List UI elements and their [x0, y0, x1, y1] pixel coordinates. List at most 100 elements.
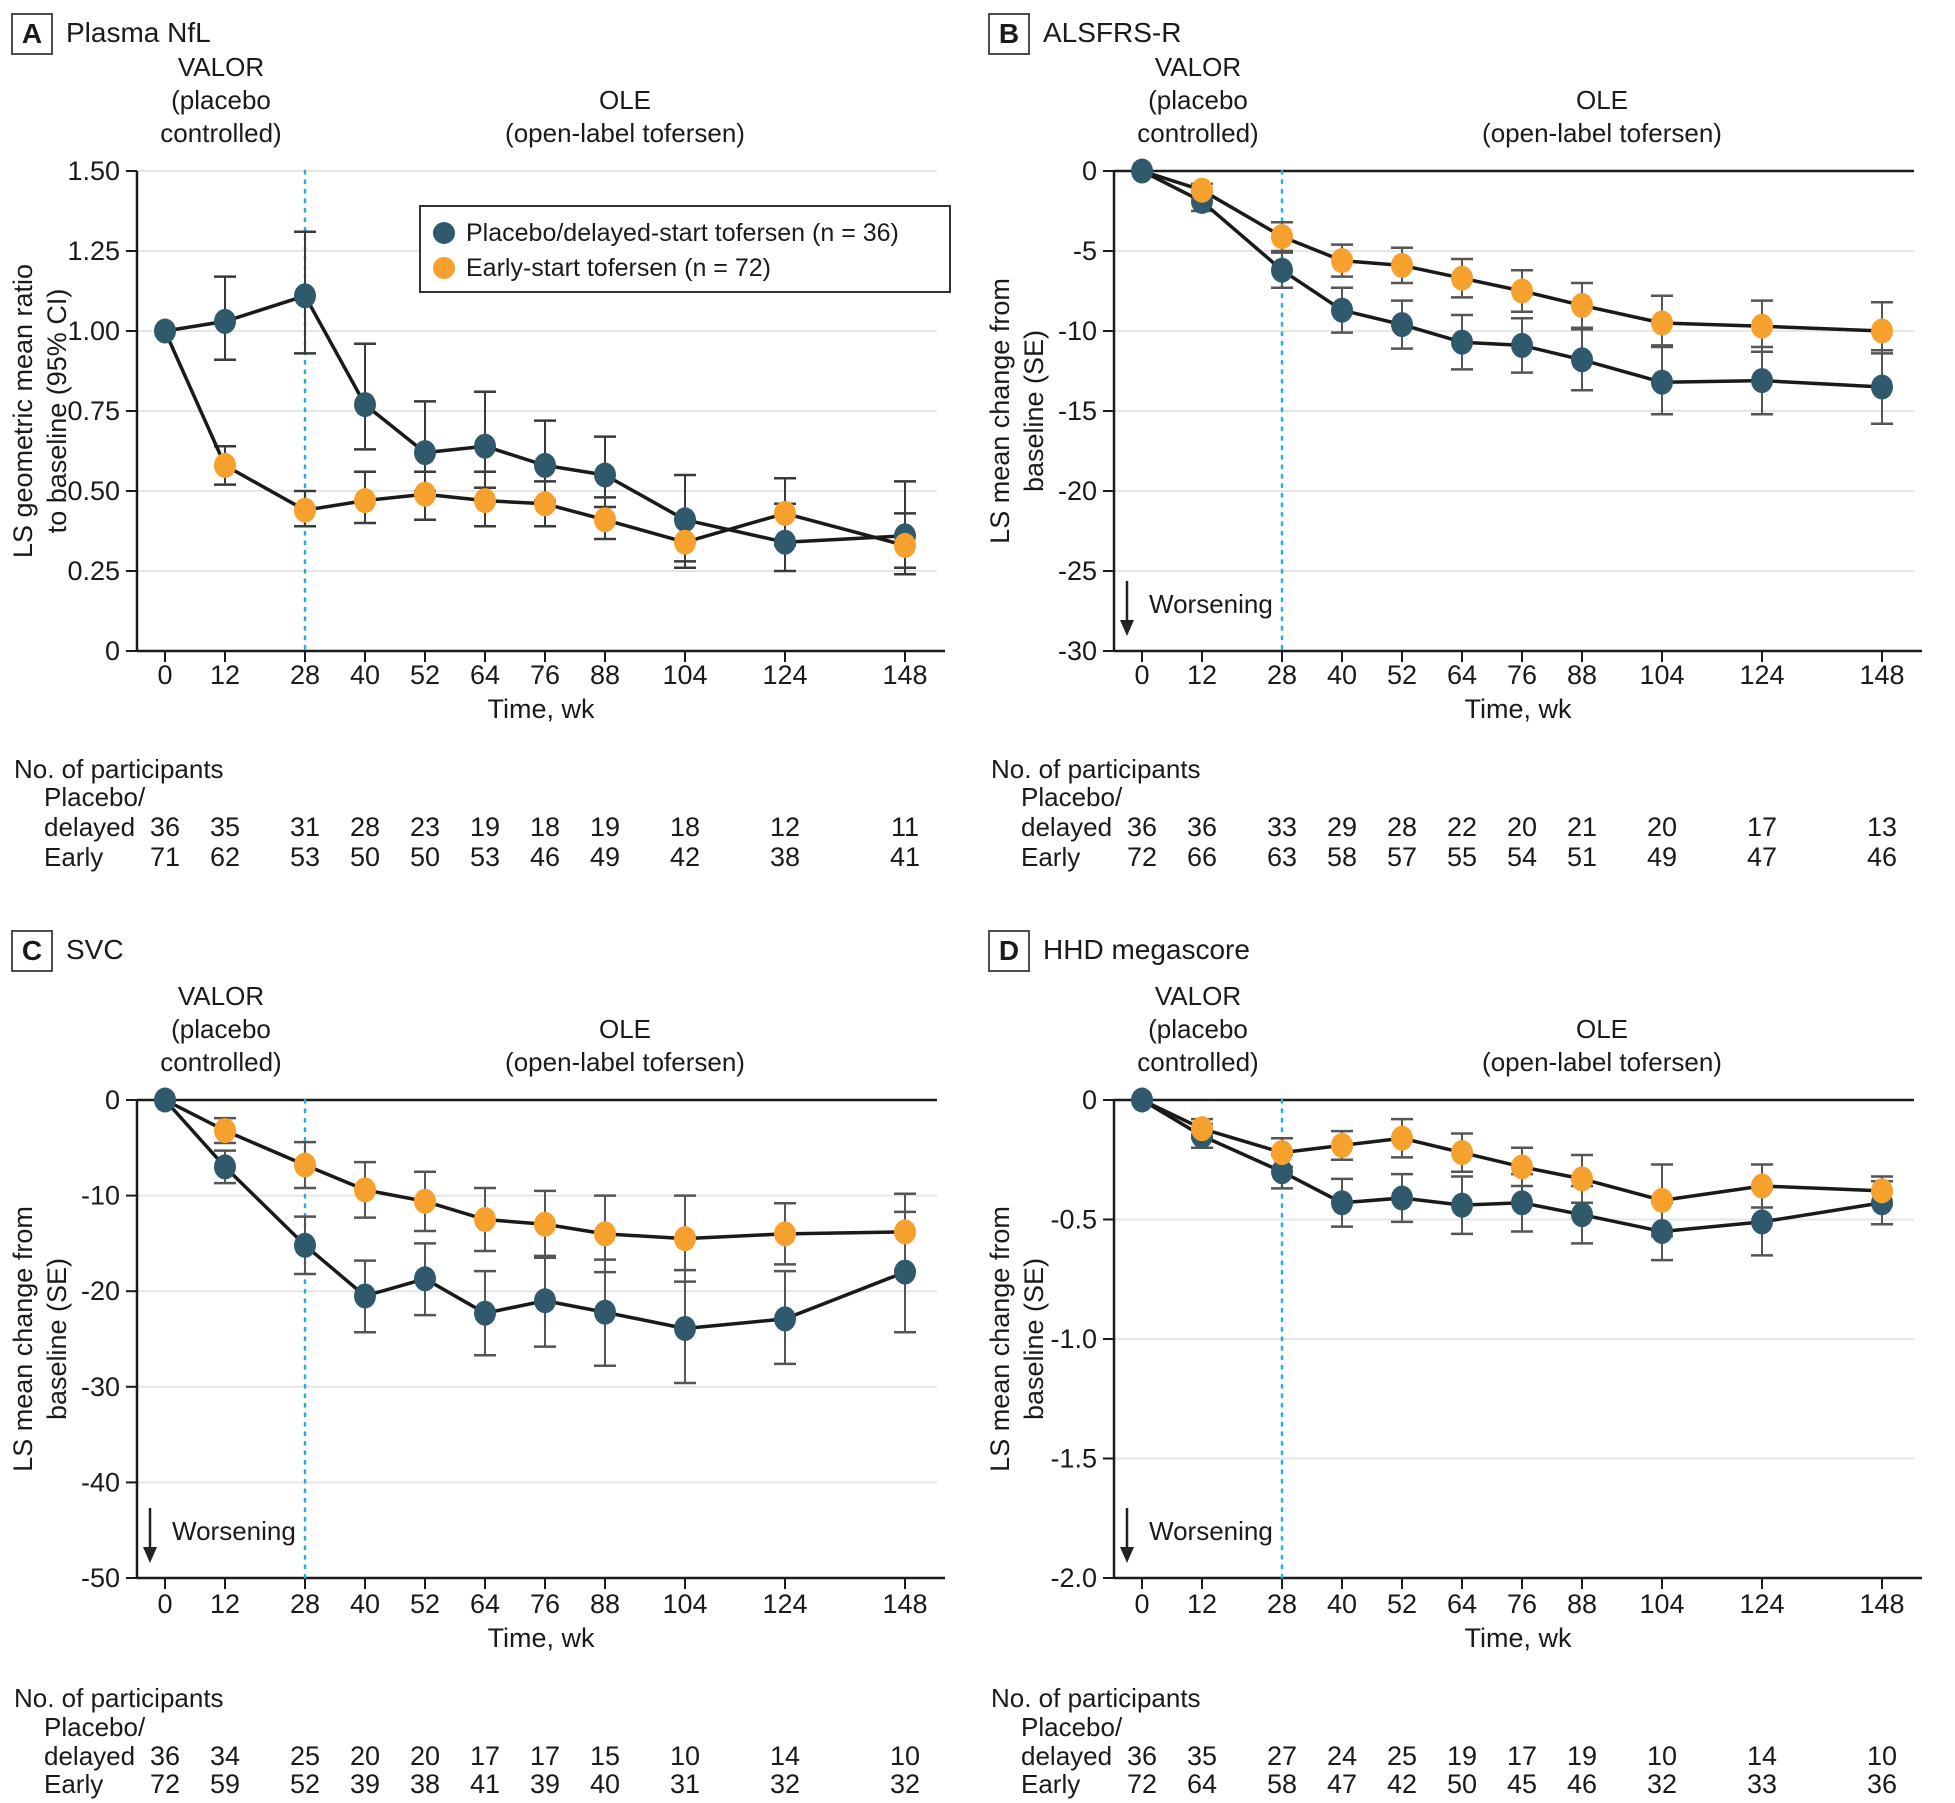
participant-count-early: 46 [1567, 1769, 1597, 1799]
panel-alsfrs-r: B ALSFRS-R VALOR (placebo controlled) OLE (ope… [977, 0, 1955, 902]
participant-count-delayed: 20 [350, 1741, 380, 1771]
y-tick-label: 1.50 [67, 156, 120, 186]
data-marker-placebo_delayed [1271, 257, 1293, 283]
data-marker-placebo_delayed [1571, 1202, 1593, 1228]
participants-row-label: Placebo/ [44, 1712, 146, 1742]
participant-count-delayed: 10 [670, 1741, 700, 1771]
data-marker-placebo_delayed [474, 433, 496, 459]
participant-count-early: 59 [210, 1769, 240, 1799]
x-tick-label: 0 [1134, 1589, 1149, 1619]
data-marker-early [674, 529, 696, 555]
y-axis-title: LS geometric mean ratio [8, 264, 38, 558]
phase-ole-label: (open-label tofersen) [505, 1047, 745, 1077]
participant-count-delayed: 24 [1327, 1741, 1357, 1771]
data-marker-placebo_delayed [1751, 1209, 1773, 1235]
x-tick-label: 0 [157, 1589, 172, 1619]
participant-count-delayed: 28 [1387, 812, 1417, 842]
participant-count-early: 53 [470, 842, 500, 872]
participant-count-delayed: 29 [1327, 812, 1357, 842]
y-axis-title: baseline (SE) [1019, 1258, 1049, 1420]
participant-count-delayed: 17 [1747, 812, 1777, 842]
x-tick-label: 64 [470, 660, 500, 690]
participant-count-delayed: 33 [1267, 812, 1297, 842]
participant-count-early: 55 [1447, 842, 1477, 872]
data-marker-early [1751, 313, 1773, 339]
participant-count-early: 41 [470, 1769, 500, 1799]
participant-count-early: 32 [1647, 1769, 1677, 1799]
x-tick-label: 76 [530, 1589, 560, 1619]
participants-row-label: delayed [44, 1741, 135, 1771]
phase-valor-label: (placebo [1148, 85, 1248, 115]
data-marker-early [774, 1221, 796, 1247]
participant-count-early: 49 [1647, 842, 1677, 872]
participants-row-label: Placebo/ [1021, 782, 1123, 812]
y-tick-label: 0 [1082, 156, 1097, 186]
phase-ole-label: OLE [599, 1014, 651, 1044]
x-tick-label: 52 [410, 660, 440, 690]
legend-label-early: Early-start tofersen (n = 72) [466, 254, 771, 282]
data-marker-early [534, 1211, 556, 1237]
data-marker-placebo_delayed [214, 1154, 236, 1180]
data-marker-early [1191, 177, 1213, 203]
y-tick-label: -2.0 [1050, 1563, 1097, 1593]
y-tick-label: -30 [81, 1372, 120, 1402]
x-tick-label: 104 [662, 1589, 707, 1619]
data-marker-placebo_delayed [1391, 1185, 1413, 1211]
participant-count-early: 46 [1867, 842, 1897, 872]
data-marker-early [1451, 1140, 1473, 1166]
data-marker-early [1571, 292, 1593, 318]
panel-letter-box [988, 930, 1030, 972]
data-marker-placebo_delayed [154, 318, 176, 344]
participant-count-delayed: 17 [1507, 1741, 1537, 1771]
data-marker-placebo_delayed [1271, 1159, 1293, 1185]
participant-count-delayed: 10 [1867, 1741, 1897, 1771]
participant-count-early: 32 [770, 1769, 800, 1799]
phase-ole-label: (open-label tofersen) [1482, 118, 1722, 148]
participant-count-delayed: 28 [350, 812, 380, 842]
participant-count-early: 63 [1267, 842, 1297, 872]
y-tick-label: -50 [81, 1563, 120, 1593]
x-tick-label: 52 [1387, 1589, 1417, 1619]
participant-count-early: 66 [1187, 842, 1217, 872]
y-axis-title: LS mean change from [985, 1206, 1015, 1472]
x-tick-label: 148 [882, 1589, 927, 1619]
data-marker-early [354, 1177, 376, 1203]
participant-count-early: 51 [1567, 842, 1597, 872]
data-marker-early [1451, 265, 1473, 291]
data-marker-placebo_delayed [774, 529, 796, 555]
y-tick-label: 0.25 [67, 556, 120, 586]
data-marker-early [674, 1226, 696, 1252]
data-marker-placebo_delayed [534, 1288, 556, 1314]
data-marker-placebo_delayed [1511, 332, 1533, 358]
participant-count-delayed: 25 [1387, 1741, 1417, 1771]
participant-count-early: 36 [1867, 1769, 1897, 1799]
x-tick-label: 124 [762, 660, 807, 690]
series-line-placebo_delayed [163, 1098, 906, 1331]
data-marker-early [594, 507, 616, 533]
participants-row-label: delayed [44, 812, 135, 842]
participant-count-early: 42 [1387, 1769, 1417, 1799]
legend-box [419, 205, 951, 293]
participant-count-delayed: 19 [590, 812, 620, 842]
participant-count-early: 40 [590, 1769, 620, 1799]
participant-count-early: 39 [350, 1769, 380, 1799]
participant-count-early: 38 [770, 842, 800, 872]
phase-valor-label: controlled) [160, 1047, 281, 1077]
phase-valor-label: controlled) [160, 118, 281, 148]
participant-count-early: 53 [290, 842, 320, 872]
x-tick-label: 28 [290, 660, 320, 690]
panel-letter-box [988, 13, 1030, 55]
data-marker-early [774, 500, 796, 526]
x-tick-label: 12 [1187, 660, 1217, 690]
x-tick-label: 28 [290, 1589, 320, 1619]
participant-count-delayed: 22 [1447, 812, 1477, 842]
data-marker-early [1571, 1166, 1593, 1192]
y-tick-label: -20 [81, 1276, 120, 1306]
x-tick-label: 148 [1859, 1589, 1904, 1619]
y-axis-title: LS mean change from [985, 278, 1015, 544]
x-tick-label: 148 [1859, 660, 1904, 690]
worsening-label: Worsening [1149, 1516, 1273, 1546]
panel-title: HHD megascore [1043, 934, 1250, 965]
y-tick-label: 0.75 [67, 396, 120, 426]
data-marker-placebo_delayed [1511, 1190, 1533, 1216]
